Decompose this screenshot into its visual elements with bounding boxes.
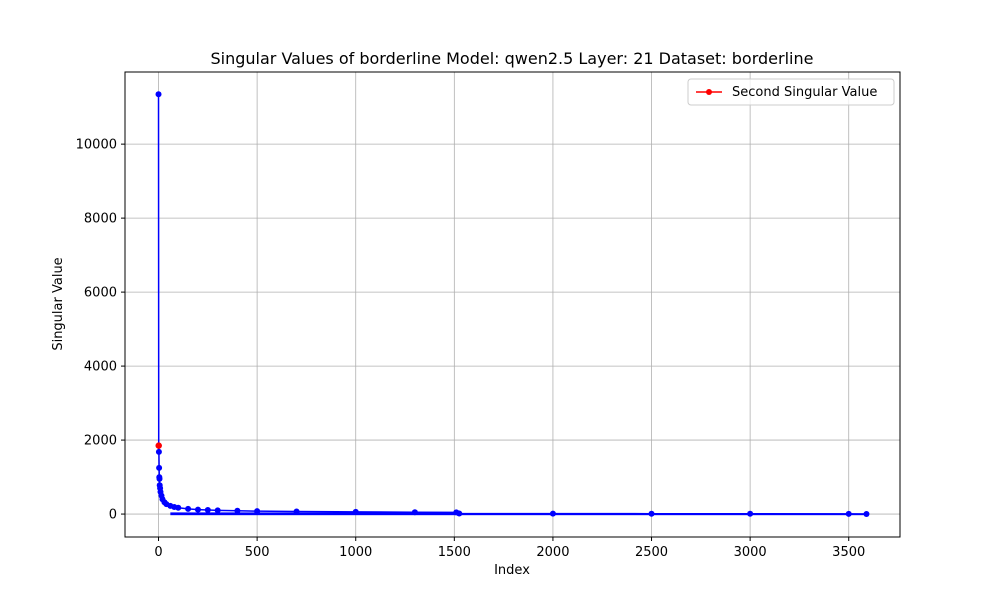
- second-singular-value-point: [155, 442, 162, 449]
- x-axis-label: Index: [494, 563, 530, 578]
- legend-box: [687, 78, 895, 106]
- singular-value-point: [185, 505, 192, 512]
- y-tick-label: 8000: [84, 212, 117, 227]
- singular-value-point: [204, 506, 211, 513]
- x-tick-label: 1500: [438, 545, 471, 560]
- legend: Second Singular Value: [687, 78, 895, 106]
- singular-value-point: [845, 510, 852, 517]
- x-tick-label: 3000: [734, 545, 767, 560]
- singular-value-point: [214, 507, 221, 514]
- legend-marker-swatch: [706, 89, 712, 95]
- y-tick-label: 2000: [84, 434, 117, 449]
- singular-value-point: [194, 506, 201, 513]
- x-tick-label: 1000: [339, 545, 372, 560]
- singular-value-point: [155, 448, 162, 455]
- singular-value-point: [456, 510, 463, 517]
- singular-value-point: [254, 508, 261, 515]
- singular-value-point: [175, 504, 182, 511]
- y-tick-label: 6000: [84, 286, 117, 301]
- x-tick-label: 500: [245, 545, 270, 560]
- y-tick-label: 0: [109, 508, 117, 523]
- singular-values-marker-band: [456, 513, 867, 516]
- y-tick-label: 10000: [76, 138, 117, 153]
- x-tick-label: 2000: [536, 545, 569, 560]
- singular-value-point: [747, 510, 754, 517]
- plot-frame: [124, 71, 901, 538]
- x-tick-label: 2500: [635, 545, 668, 560]
- singular-value-point: [156, 475, 163, 482]
- legend-label: Second Singular Value: [732, 85, 877, 100]
- singular-values-marker-band: [170, 512, 457, 516]
- singular-value-point: [411, 509, 418, 516]
- y-axis-label: Singular Value: [51, 257, 66, 350]
- ticks: 0 500 1000 1500 2000 2500 3000 3500 0 2000 4000 600…: [76, 138, 866, 560]
- singular-value-point: [352, 508, 359, 515]
- singular-value-point: [863, 510, 870, 517]
- y-tick-label: 4000: [84, 360, 117, 375]
- x-tick-label: 0: [154, 545, 162, 560]
- x-tick-label: 3500: [832, 545, 865, 560]
- chart-title: Singular Values of borderline Model: qwe…: [211, 49, 814, 68]
- singular-value-point: [293, 508, 300, 515]
- singular-value-point: [648, 510, 655, 517]
- singular-value-point: [155, 91, 162, 98]
- singular-value-point: [549, 510, 556, 517]
- singular-value-point: [234, 507, 241, 514]
- series-layer: [155, 91, 870, 517]
- singular-value-point: [156, 464, 163, 471]
